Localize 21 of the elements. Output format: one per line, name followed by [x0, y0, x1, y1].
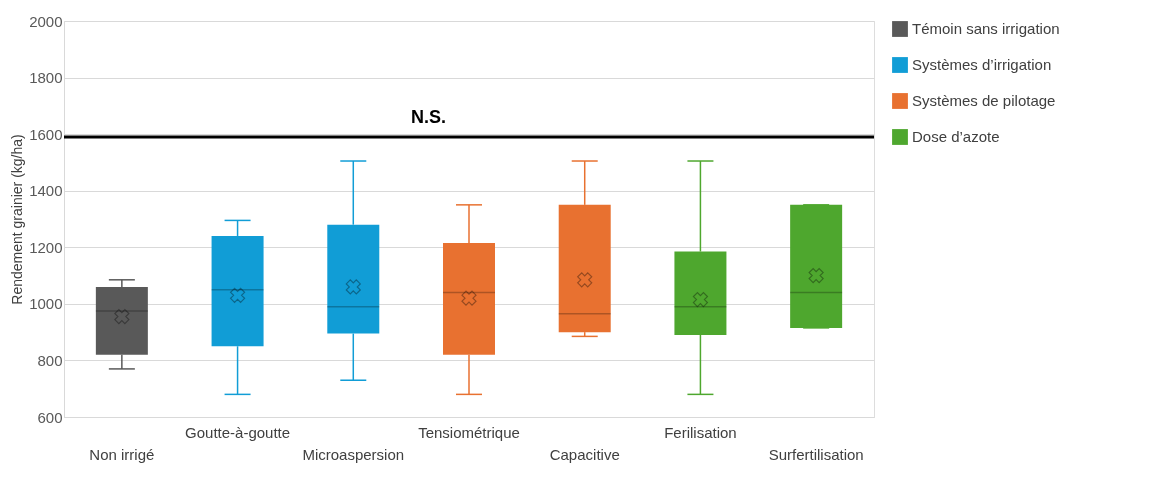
- x-tick-label: Microaspersion: [302, 445, 405, 463]
- x-tick-label: Ferilisation: [664, 423, 737, 441]
- x-tick-label: Surfertilisation: [768, 445, 864, 463]
- x-tick-label: Non irrigé: [89, 445, 155, 463]
- x-tick-label: Tensiométrique: [418, 423, 520, 441]
- legend-label: Systèmes de pilotage: [912, 92, 1056, 109]
- y-tick-label: 1200: [29, 238, 63, 256]
- x-tick-label: Capacitive: [549, 445, 620, 463]
- legend-label: Témoin sans irrigation: [912, 20, 1060, 37]
- y-tick-label: 2000: [29, 12, 63, 30]
- y-tick-label: 600: [37, 408, 63, 426]
- ref-line-label: N.S.: [410, 106, 447, 127]
- legend-label: Systèmes d’irrigation: [912, 56, 1052, 73]
- y-tick-label: 800: [37, 351, 63, 369]
- legend-label: Dose d’azote: [912, 128, 1000, 145]
- y-axis-title: Rendement grainier (kg/ha): [9, 134, 26, 305]
- y-tick-label: 1800: [29, 69, 63, 87]
- y-tick-label: 1400: [29, 182, 63, 200]
- x-tick-label: Goutte-à-goutte: [185, 423, 291, 441]
- y-tick-label: 1000: [29, 295, 63, 313]
- y-tick-label: 1600: [29, 125, 63, 143]
